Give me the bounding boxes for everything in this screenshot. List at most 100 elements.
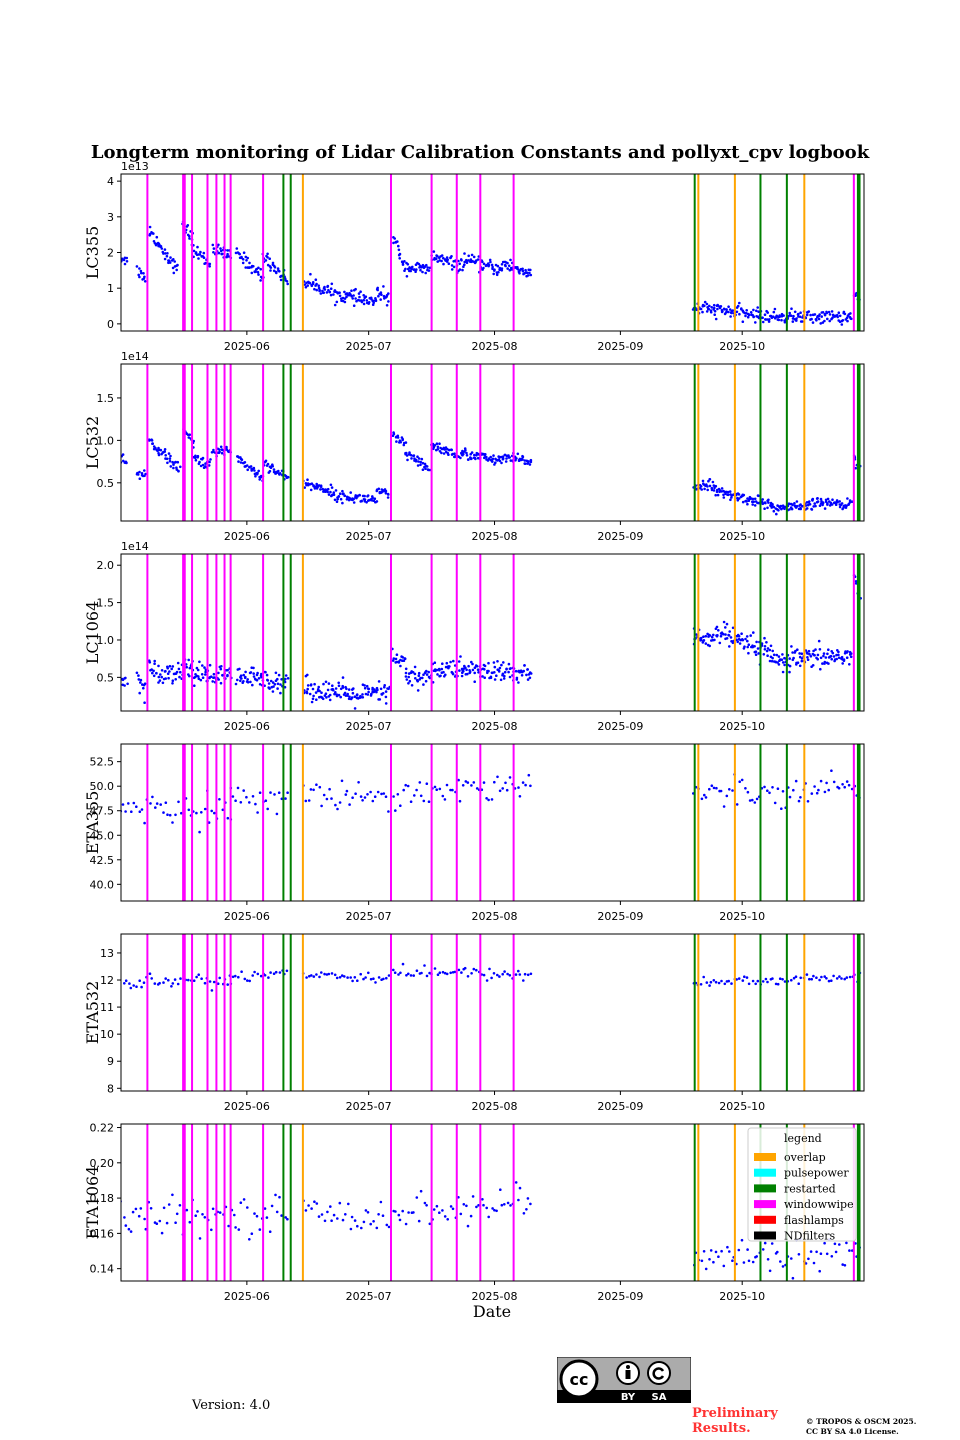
data-point xyxy=(516,266,519,269)
data-point xyxy=(239,461,243,464)
data-point xyxy=(338,291,341,295)
data-point xyxy=(278,472,282,475)
data-point xyxy=(185,665,188,669)
data-point xyxy=(808,977,811,981)
data-point xyxy=(372,1220,375,1223)
data-point xyxy=(367,687,371,691)
data-point xyxy=(435,788,439,791)
data-point xyxy=(728,490,732,493)
data-point xyxy=(392,241,395,245)
data-point xyxy=(345,687,348,691)
data-point xyxy=(763,1241,767,1245)
data-point xyxy=(804,504,808,507)
data-point xyxy=(172,271,176,275)
y-tick-label: 11 xyxy=(100,1001,114,1014)
data-point xyxy=(351,691,355,695)
data-point xyxy=(197,675,200,678)
data-points xyxy=(121,962,862,992)
data-point xyxy=(366,693,370,696)
data-point xyxy=(522,979,525,982)
data-point xyxy=(830,769,833,772)
data-point xyxy=(842,506,845,509)
data-point xyxy=(369,790,372,794)
data-point xyxy=(772,310,776,314)
data-point xyxy=(417,1219,421,1223)
data-point xyxy=(376,688,379,692)
data-point xyxy=(469,1214,473,1218)
data-point xyxy=(472,781,476,784)
data-point xyxy=(403,269,406,273)
data-point xyxy=(435,257,438,261)
legend-swatch-pulsepower xyxy=(754,1168,776,1177)
data-point xyxy=(135,805,138,808)
data-point xyxy=(150,668,153,671)
data-point xyxy=(807,1257,810,1261)
data-point xyxy=(304,285,308,289)
data-point xyxy=(823,1241,826,1245)
data-point xyxy=(212,672,216,676)
data-point xyxy=(845,976,849,979)
data-point xyxy=(761,1248,765,1251)
data-point xyxy=(269,971,272,974)
data-point xyxy=(344,793,348,796)
data-point xyxy=(828,504,832,507)
data-point xyxy=(433,967,437,970)
data-point xyxy=(854,1242,857,1245)
data-point xyxy=(467,664,470,668)
data-point xyxy=(805,973,809,976)
data-point xyxy=(143,682,147,685)
data-point xyxy=(772,653,776,657)
data-point xyxy=(714,317,718,321)
data-point xyxy=(779,1260,782,1263)
data-point xyxy=(752,500,755,504)
data-point xyxy=(317,1215,321,1218)
data-point xyxy=(529,1202,532,1206)
data-point xyxy=(457,660,461,663)
data-point xyxy=(717,1255,720,1258)
data-point xyxy=(209,675,213,678)
data-point xyxy=(394,809,397,812)
data-point xyxy=(362,294,366,297)
data-point xyxy=(340,974,344,977)
data-point xyxy=(838,1243,841,1246)
data-point xyxy=(722,632,725,636)
data-point xyxy=(475,787,479,790)
data-point xyxy=(408,679,412,683)
data-point xyxy=(143,275,146,279)
preliminary-line-1: Preliminary xyxy=(692,1406,778,1421)
data-point xyxy=(284,797,287,800)
data-point xyxy=(393,237,397,240)
data-point xyxy=(154,806,157,809)
data-point xyxy=(245,259,248,262)
data-point xyxy=(143,821,146,825)
data-point xyxy=(328,787,331,791)
data-point xyxy=(392,432,396,436)
legend-label-NDfilters: NDfilters xyxy=(784,1230,835,1243)
data-point xyxy=(503,674,506,678)
data-point xyxy=(266,252,269,256)
data-point xyxy=(308,281,312,285)
data-point xyxy=(823,319,826,323)
data-point xyxy=(726,490,730,494)
data-point xyxy=(710,635,714,639)
data-point xyxy=(193,684,196,687)
axis-offset-text: 1e14 xyxy=(121,540,149,553)
data-point xyxy=(357,292,361,295)
data-point xyxy=(482,781,486,784)
data-point xyxy=(475,664,479,668)
data-point xyxy=(518,272,521,275)
data-point xyxy=(253,1212,256,1215)
data-point xyxy=(333,973,337,977)
data-point xyxy=(188,234,191,238)
axes-frame xyxy=(120,933,865,1092)
data-point xyxy=(359,695,363,699)
data-point xyxy=(324,680,328,684)
data-point xyxy=(799,503,802,506)
data-point xyxy=(385,1223,389,1227)
data-point xyxy=(790,645,793,648)
data-point xyxy=(489,455,493,459)
data-point xyxy=(788,311,791,315)
data-point xyxy=(816,500,820,503)
data-point xyxy=(217,243,220,247)
data-point xyxy=(358,493,361,497)
